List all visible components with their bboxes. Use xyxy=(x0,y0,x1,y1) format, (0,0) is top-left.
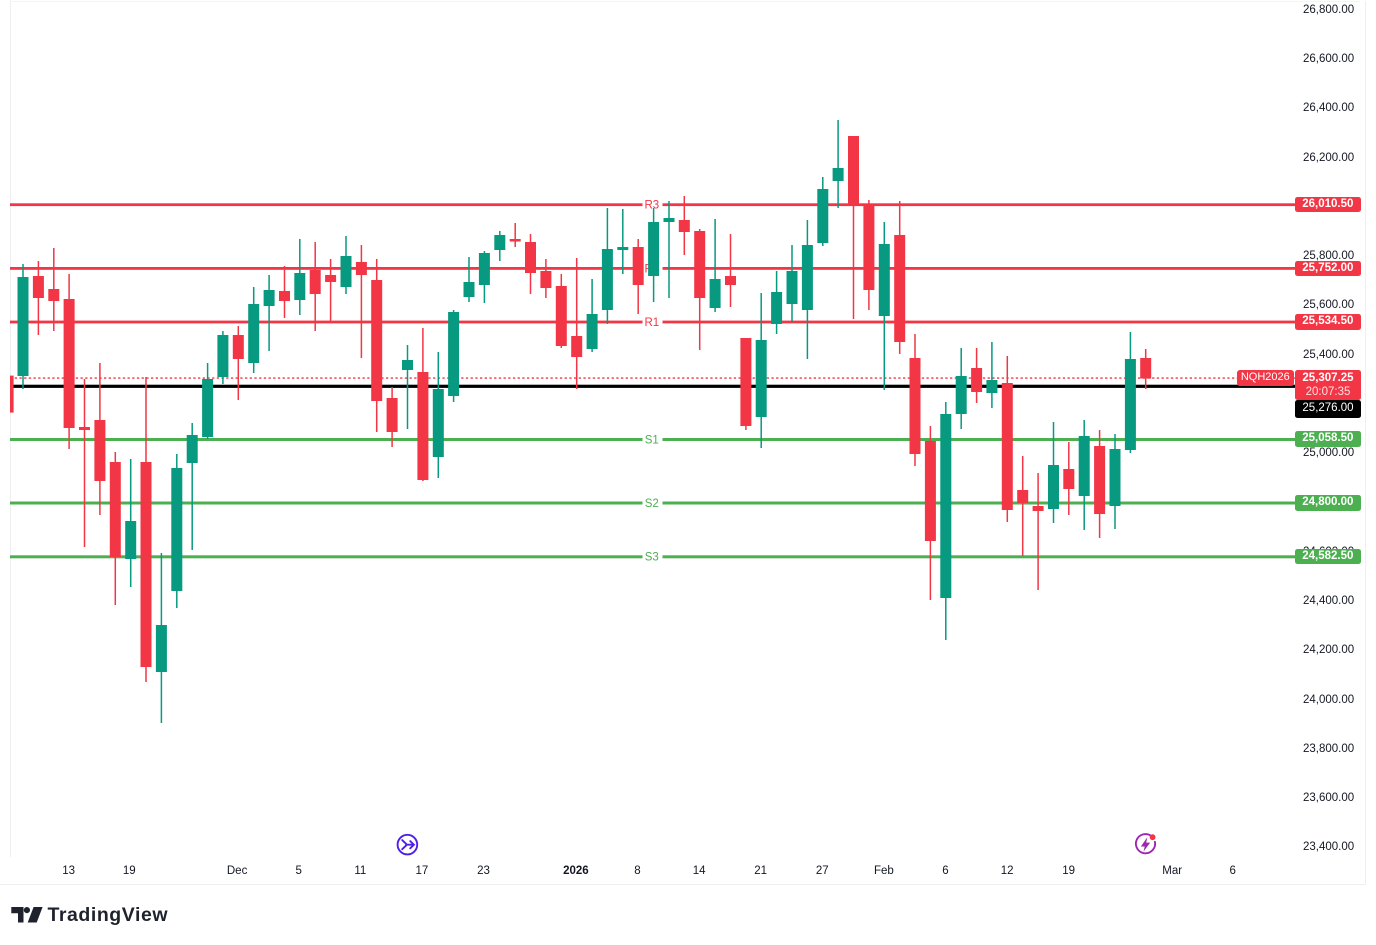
svg-text:S2: S2 xyxy=(645,498,659,510)
svg-text:S1: S1 xyxy=(645,434,659,446)
svg-text:S3: S3 xyxy=(645,552,659,564)
svg-text:R1: R1 xyxy=(644,317,659,329)
svg-text:R3: R3 xyxy=(644,200,659,212)
